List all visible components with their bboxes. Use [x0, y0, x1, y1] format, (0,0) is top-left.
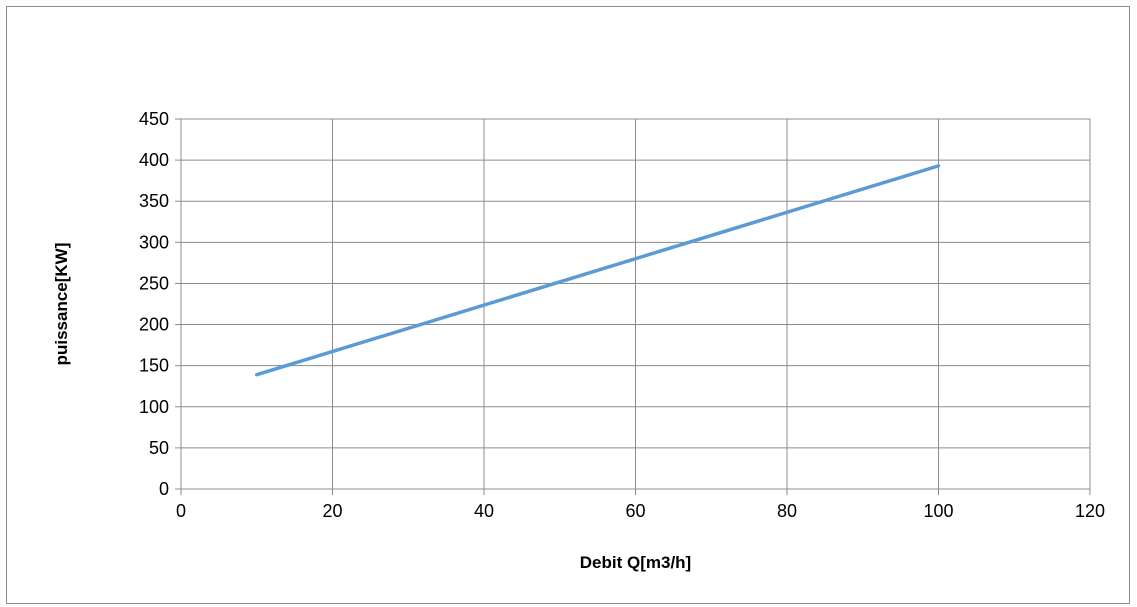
series-layer	[255, 164, 941, 377]
y-tick-label: 150	[139, 356, 169, 376]
y-tick-label: 200	[139, 315, 169, 335]
y-tick-label: 100	[139, 397, 169, 417]
grid-lines	[180, 118, 1091, 490]
chart-frame	[6, 6, 1130, 604]
y-tick-label: 300	[139, 232, 169, 252]
x-tick-label: 80	[777, 501, 797, 521]
x-tick-label: 60	[625, 501, 645, 521]
x-tick-label: 40	[474, 501, 494, 521]
tick-labels: 0 50 100 150 200 250 300 350 400 450 0 20 40 60 80 100 1…	[139, 109, 1105, 521]
y-tick-label: 350	[139, 191, 169, 211]
x-tick-label: 20	[322, 501, 342, 521]
y-tick-label: 450	[139, 109, 169, 129]
x-tick-label: 100	[923, 501, 953, 521]
x-axis-title: Debit Q[m3/h]	[580, 553, 691, 572]
y-axis-title: puissance[KW]	[52, 243, 71, 366]
y-tick-label: 0	[159, 479, 169, 499]
y-tick-label: 50	[149, 438, 169, 458]
axes	[175, 118, 1091, 495]
y-tick-label: 400	[139, 150, 169, 170]
series-line	[255, 164, 941, 377]
x-tick-label: 120	[1075, 501, 1105, 521]
x-tick-label: 0	[176, 501, 186, 521]
y-tick-label: 250	[139, 273, 169, 293]
